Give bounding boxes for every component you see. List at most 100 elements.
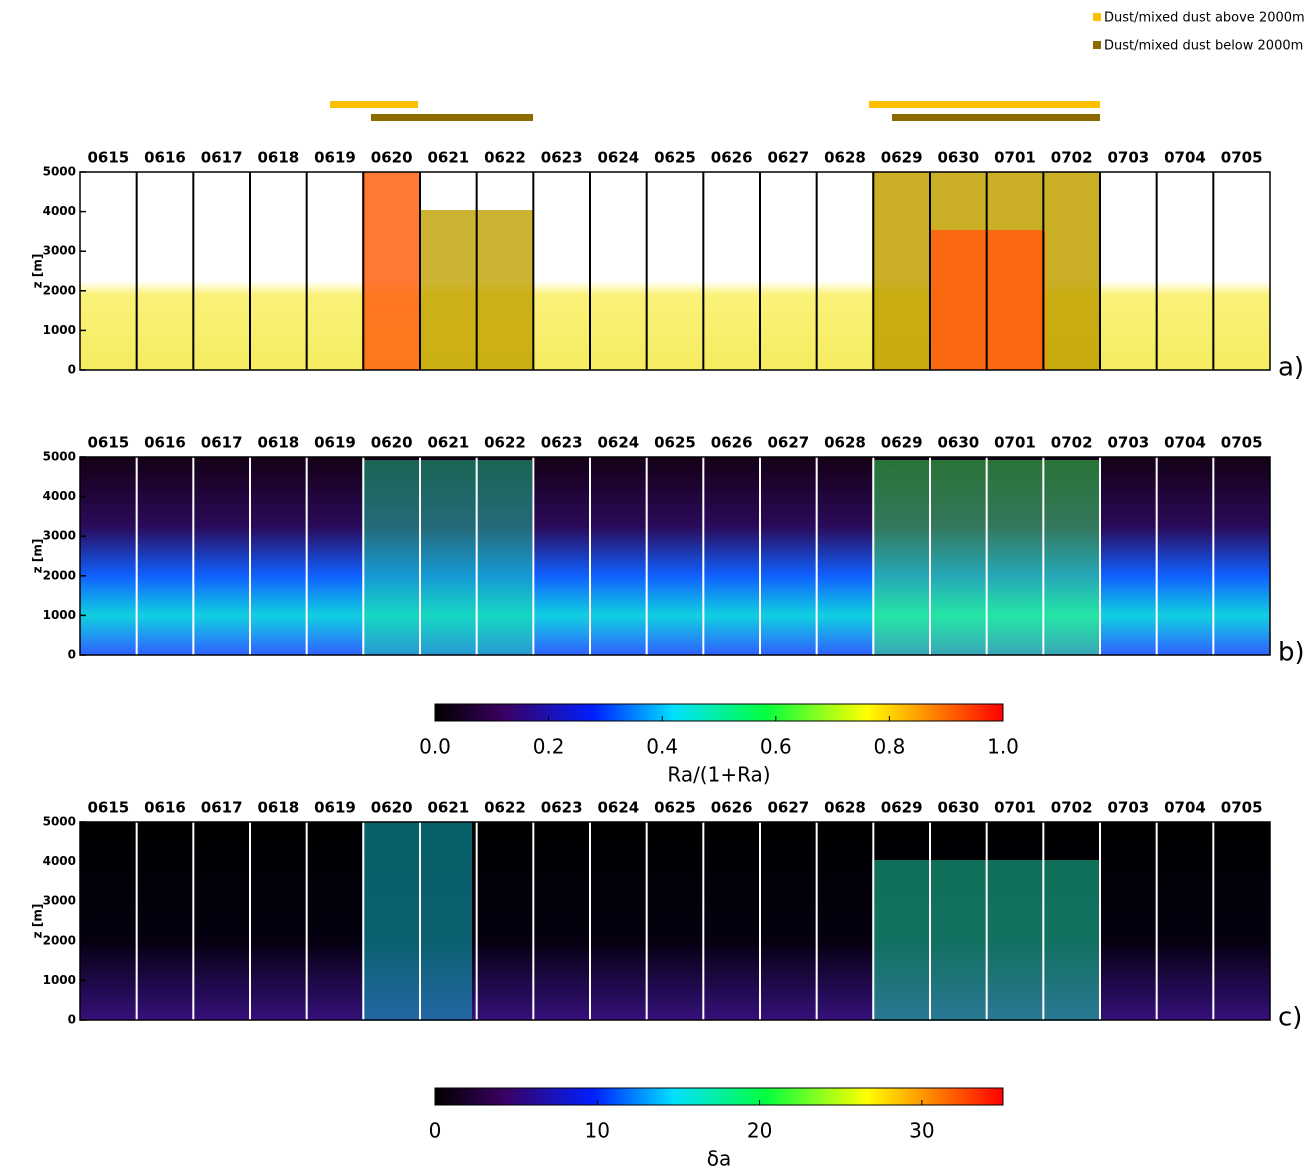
colorbar-tick-label: 30	[909, 1119, 934, 1143]
colorbar	[434, 703, 1004, 722]
y-tick-label: 0	[68, 648, 76, 662]
y-tick-label: 4000	[43, 489, 76, 503]
day-label: 0626	[711, 149, 753, 167]
day-label: 0626	[711, 434, 753, 452]
day-label: 0615	[87, 434, 129, 452]
day-label: 0622	[484, 149, 526, 167]
day-label: 0701	[994, 799, 1036, 817]
day-label: 0620	[371, 149, 413, 167]
day-label: 0701	[994, 149, 1036, 167]
panel-label: b)	[1278, 638, 1305, 668]
day-label: 0617	[201, 799, 243, 817]
day-label: 0615	[87, 799, 129, 817]
day-label: 0630	[937, 149, 979, 167]
day-label: 0628	[824, 434, 866, 452]
day-label: 0617	[201, 149, 243, 167]
legend-swatch	[1093, 13, 1101, 21]
day-label: 0617	[201, 434, 243, 452]
day-label: 0619	[314, 149, 356, 167]
day-label: 0626	[711, 799, 753, 817]
day-label: 0621	[427, 434, 469, 452]
day-label: 0616	[144, 434, 186, 452]
colorbar-tick-label: 20	[747, 1119, 772, 1143]
y-tick-label: 2000	[43, 568, 76, 582]
colorbar-tick-label: 0.4	[646, 735, 678, 759]
y-tick-label: 2000	[43, 933, 76, 947]
day-label: 0620	[371, 799, 413, 817]
day-label: 0630	[937, 799, 979, 817]
dust-region	[362, 172, 419, 370]
y-tick-label: 4000	[43, 854, 76, 868]
y-tick-label: 3000	[43, 529, 76, 543]
y-tick-label: 3000	[43, 894, 76, 908]
day-label: 0621	[427, 149, 469, 167]
day-label: 0705	[1221, 799, 1263, 817]
day-label: 0623	[541, 799, 583, 817]
legend-label: Dust/mixed dust above 2000m	[1104, 11, 1305, 26]
colorbar-tick-label: 0.0	[419, 735, 451, 759]
y-tick-label: 1000	[43, 973, 76, 987]
day-label: 0623	[541, 149, 583, 167]
colorbar-tick-label: 10	[585, 1119, 610, 1143]
dust-period-bar	[371, 114, 533, 121]
day-label: 0618	[257, 799, 299, 817]
day-label: 0704	[1164, 799, 1206, 817]
day-label: 0620	[371, 434, 413, 452]
day-label: 0618	[257, 149, 299, 167]
colorbar	[434, 1087, 1004, 1106]
y-axis-label: z [m]	[31, 539, 45, 574]
day-label: 0616	[144, 799, 186, 817]
colorbar-tick-label: 0	[429, 1119, 442, 1143]
day-label: 0703	[1107, 799, 1149, 817]
day-label: 0625	[654, 149, 696, 167]
day-label: 0703	[1107, 149, 1149, 167]
y-tick-label: 1000	[43, 323, 76, 337]
day-label: 0627	[767, 149, 809, 167]
day-label: 0621	[427, 799, 469, 817]
day-label: 0703	[1107, 434, 1149, 452]
y-tick-label: 4000	[43, 204, 76, 218]
y-tick-label: 0	[68, 363, 76, 377]
day-label: 0619	[314, 434, 356, 452]
y-tick-label: 5000	[43, 815, 76, 829]
y-axis-label: z [m]	[31, 254, 45, 289]
day-label: 0629	[881, 799, 923, 817]
colorbar-title: Ra/(1+Ra)	[667, 763, 770, 787]
day-label: 0705	[1221, 149, 1263, 167]
day-label: 0628	[824, 799, 866, 817]
day-label: 0615	[87, 149, 129, 167]
plot-frame	[79, 821, 1271, 1021]
y-tick-label: 1000	[43, 608, 76, 622]
day-label: 0622	[484, 434, 526, 452]
day-label: 0624	[597, 149, 639, 167]
day-label: 0702	[1051, 149, 1093, 167]
day-label: 0622	[484, 799, 526, 817]
day-label: 0629	[881, 149, 923, 167]
dust-region	[362, 822, 472, 1021]
day-label: 0629	[881, 434, 923, 452]
colorbar-title: δa	[707, 1147, 732, 1171]
legend-label: Dust/mixed dust below 2000m	[1104, 39, 1303, 54]
dust-period-bar	[869, 101, 1100, 108]
day-label: 0704	[1164, 434, 1206, 452]
day-label: 0630	[937, 434, 979, 452]
colorbar-tick-label: 0.6	[760, 735, 792, 759]
day-label: 0701	[994, 434, 1036, 452]
colorbar-tick-label: 1.0	[987, 735, 1019, 759]
dust-region	[362, 460, 532, 655]
legend-swatch	[1093, 41, 1101, 49]
day-label: 0616	[144, 149, 186, 167]
day-label: 0623	[541, 434, 583, 452]
panel-label: c)	[1278, 1003, 1302, 1033]
plot-frame	[79, 456, 1271, 656]
day-label: 0628	[824, 149, 866, 167]
day-label: 0624	[597, 434, 639, 452]
day-label: 0702	[1051, 799, 1093, 817]
plot-frame	[79, 171, 1271, 371]
y-tick-label: 3000	[43, 244, 76, 258]
y-tick-label: 5000	[43, 165, 76, 179]
day-label: 0618	[257, 434, 299, 452]
day-label: 0627	[767, 799, 809, 817]
day-label: 0625	[654, 434, 696, 452]
day-label: 0704	[1164, 149, 1206, 167]
